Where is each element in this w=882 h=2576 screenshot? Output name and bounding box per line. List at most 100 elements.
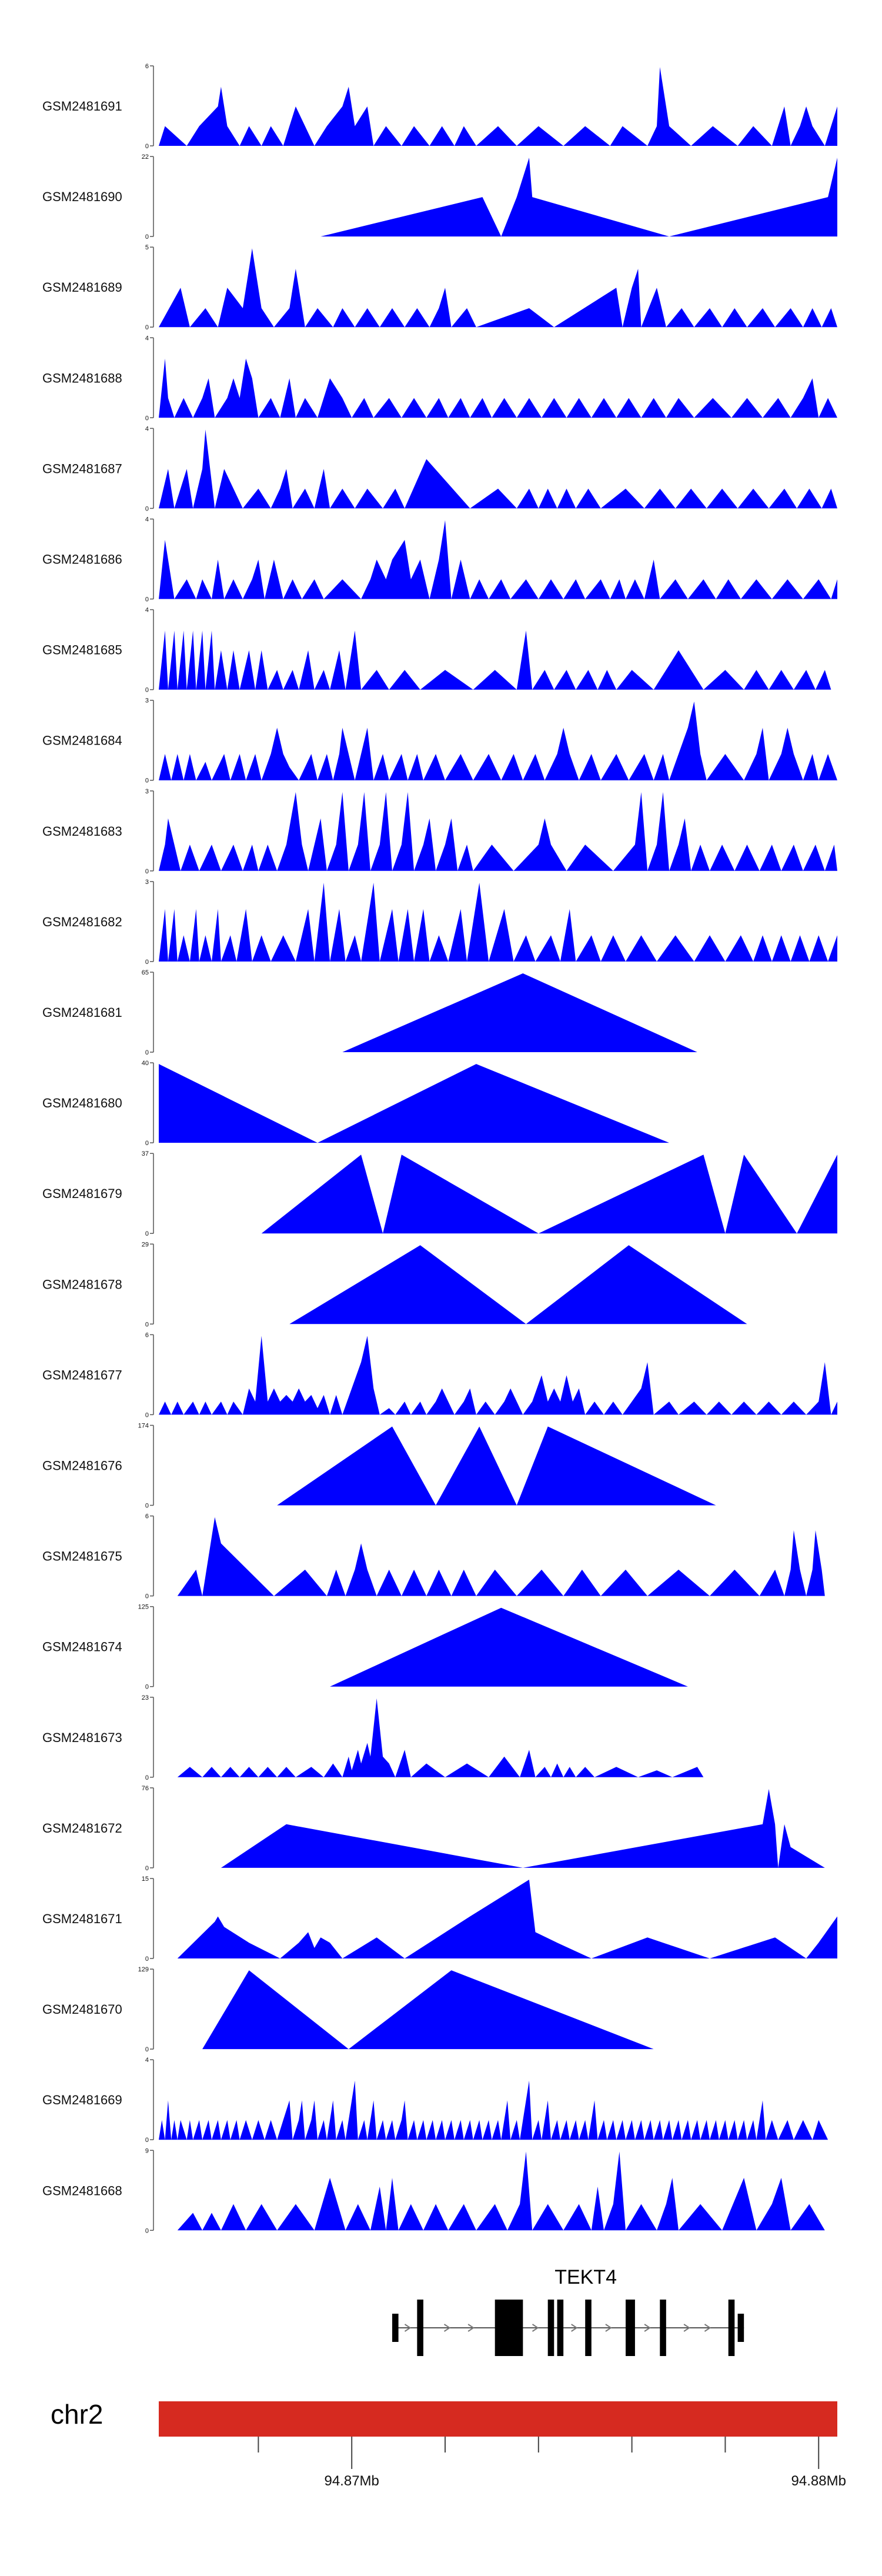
- track-GSM2481672: GSM2481672 76 0: [42, 1785, 825, 1872]
- track-label: GSM2481678: [42, 1277, 122, 1292]
- track-label: GSM2481682: [42, 915, 122, 929]
- y-min-label: 0: [145, 1774, 149, 1781]
- axis-tick-label: 94.88Mb: [791, 2473, 846, 2489]
- coverage-area: [177, 1880, 837, 1958]
- strand-arrow: [683, 2324, 690, 2332]
- exon: [557, 2300, 564, 2356]
- y-max-label: 15: [142, 1876, 149, 1883]
- y-max-label: 37: [142, 1150, 149, 1157]
- y-min-label: 0: [145, 1956, 149, 1963]
- track-GSM2481679: GSM2481679 37 0: [42, 1150, 837, 1237]
- gene-exons: [392, 2300, 744, 2356]
- strand-arrow: [404, 2324, 412, 2332]
- coverage-area: [159, 882, 837, 962]
- coverage-area: [159, 792, 837, 871]
- y-max-label: 125: [138, 1604, 149, 1611]
- y-max-label: 129: [138, 1966, 149, 1973]
- track-GSM2481668: GSM2481668 9 0: [42, 2147, 825, 2234]
- track-label: GSM2481668: [42, 2183, 122, 2198]
- y-max-label: 3: [145, 698, 149, 705]
- gene-label: TEKT4: [554, 2266, 617, 2288]
- chromosome-ideogram: [159, 2401, 837, 2437]
- track-label: GSM2481691: [42, 99, 122, 114]
- coverage-area: [159, 429, 837, 509]
- chromosome-label: chr2: [51, 2399, 103, 2430]
- track-GSM2481673: GSM2481673 23 0: [42, 1694, 788, 1781]
- y-min-label: 0: [145, 596, 149, 603]
- track-label: GSM2481689: [42, 280, 122, 295]
- exon: [417, 2300, 423, 2356]
- y-min-label: 0: [145, 778, 149, 785]
- strand-arrow: [532, 2324, 539, 2332]
- coverage-area: [159, 701, 837, 780]
- track-label: GSM2481680: [42, 1096, 122, 1110]
- track-label: GSM2481681: [42, 1005, 122, 1020]
- track-GSM2481691: GSM2481691 6 0: [42, 63, 837, 150]
- track-GSM2481677: GSM2481677 6 0: [42, 1332, 837, 1419]
- exon: [495, 2300, 523, 2356]
- strand-arrow: [704, 2324, 711, 2332]
- track-GSM2481685: GSM2481685 4 0: [42, 607, 831, 694]
- coverage-area: [177, 2151, 825, 2231]
- coverage-area: [320, 158, 837, 237]
- y-max-label: 6: [145, 1332, 149, 1339]
- y-max-label: 6: [145, 63, 149, 70]
- y-min-label: 0: [145, 868, 149, 875]
- y-min-label: 0: [145, 1593, 149, 1600]
- y-min-label: 0: [145, 2046, 149, 2053]
- y-min-label: 0: [145, 233, 149, 241]
- y-min-label: 0: [145, 1503, 149, 1510]
- y-min-label: 0: [145, 1140, 149, 1147]
- coverage-area: [342, 973, 697, 1052]
- track-GSM2481688: GSM2481688 4 0: [42, 335, 837, 422]
- y-min-label: 0: [145, 1412, 149, 1419]
- y-min-label: 0: [145, 324, 149, 331]
- coverage-area: [159, 2080, 828, 2140]
- y-max-label: 22: [142, 154, 149, 161]
- track-label: GSM2481672: [42, 1821, 122, 1836]
- y-max-label: 76: [142, 1785, 149, 1792]
- exon: [585, 2300, 592, 2356]
- track-label: GSM2481683: [42, 824, 122, 839]
- axis-ticks: 94.87Mb 94.88Mb: [258, 2437, 846, 2489]
- track-label: GSM2481676: [42, 1459, 122, 1473]
- y-max-label: 65: [142, 969, 149, 976]
- coverage-tracks: GSM248169160GSM2481690220GSM248168950GSM…: [42, 63, 837, 2234]
- track-label: GSM2481684: [42, 733, 122, 748]
- strand-arrow: [571, 2324, 578, 2332]
- y-min-label: 0: [145, 959, 149, 966]
- y-max-label: 6: [145, 1513, 149, 1520]
- track-GSM2481670: GSM2481670 129 0: [42, 1966, 654, 2053]
- y-max-label: 174: [138, 1423, 149, 1430]
- coverage-area: [177, 1698, 788, 1777]
- coverage-area: [261, 1154, 837, 1234]
- track-GSM2481680: GSM2481680 40 0: [42, 1060, 670, 1147]
- strand-arrow: [443, 2324, 451, 2332]
- track-GSM2481669: GSM2481669 4 0: [42, 2057, 828, 2144]
- track-label: GSM2481677: [42, 1367, 122, 1382]
- y-min-label: 0: [145, 2137, 149, 2144]
- track-GSM2481674: GSM2481674 125 0: [42, 1604, 688, 1691]
- axis-tick-label: 94.87Mb: [324, 2473, 379, 2489]
- exon: [660, 2300, 666, 2356]
- coverage-area: [277, 1426, 716, 1506]
- track-label: GSM2481674: [42, 1640, 122, 1654]
- track-GSM2481676: GSM2481676 174 0: [42, 1423, 716, 1510]
- track-GSM2481689: GSM2481689 5 0: [42, 244, 837, 331]
- exon: [626, 2300, 635, 2356]
- track-GSM2481683: GSM2481683 3 0: [42, 788, 837, 875]
- strand-arrow: [467, 2324, 475, 2332]
- track-GSM2481687: GSM2481687 4 0: [42, 425, 837, 512]
- track-label: GSM2481690: [42, 189, 122, 204]
- coverage-area: [159, 520, 837, 599]
- y-max-label: 4: [145, 516, 149, 523]
- y-min-label: 0: [145, 415, 149, 422]
- y-max-label: 4: [145, 425, 149, 432]
- gene-track: TEKT4: [392, 2266, 744, 2356]
- coverage-area: [159, 1336, 837, 1415]
- y-max-label: 23: [142, 1694, 149, 1701]
- track-label: GSM2481686: [42, 552, 122, 567]
- track-label: GSM2481679: [42, 1186, 122, 1201]
- y-max-label: 3: [145, 788, 149, 795]
